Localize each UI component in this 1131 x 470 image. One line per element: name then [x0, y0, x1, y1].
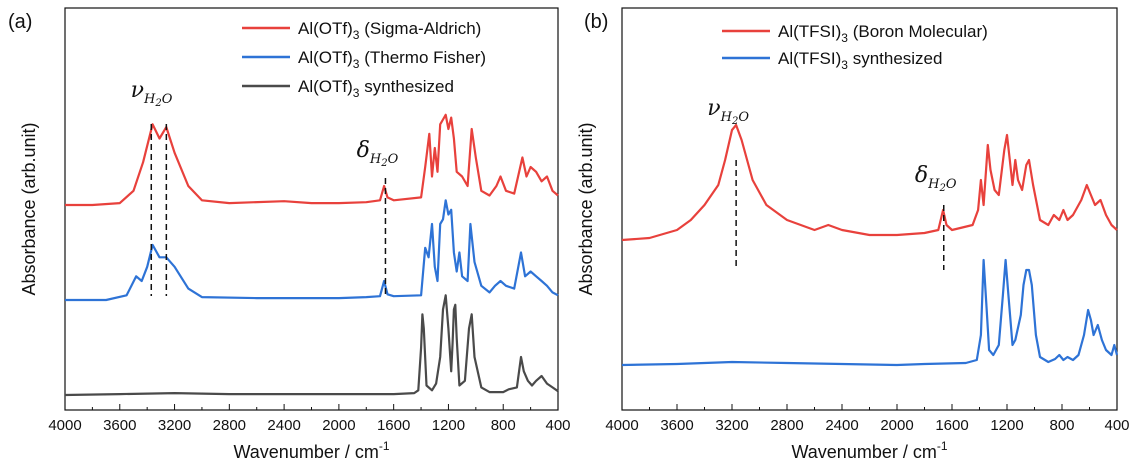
- peak-annotation: δH2O: [357, 138, 399, 169]
- series-line-2: [65, 199, 559, 302]
- x-tick-label: 1600: [377, 417, 410, 434]
- x-tick-label: 2000: [880, 417, 913, 434]
- peak-annotation: νH2O: [707, 96, 749, 127]
- x-axis-label: Wavenumber / cm-1: [233, 439, 389, 462]
- legend-entry: Al(OTf)3 (Sigma-Aldrich): [298, 19, 481, 42]
- x-tick-label: 3600: [103, 417, 136, 434]
- x-tick-label: 1600: [935, 417, 968, 434]
- x-tick-label: 2800: [213, 417, 246, 434]
- series-line-1: [621, 123, 1118, 242]
- legend-entry: Al(TFSI)3 (Boron Molecular): [778, 22, 988, 45]
- x-tick-label: 2400: [825, 417, 858, 434]
- panel-label: (a): [8, 11, 32, 33]
- x-tick-label: 4000: [48, 417, 81, 434]
- series-line-3: [64, 294, 559, 397]
- x-tick-label: 3200: [158, 417, 191, 434]
- x-tick-label: 400: [1104, 417, 1129, 434]
- series-line-1: [65, 113, 559, 207]
- series-line-2: [621, 258, 1119, 367]
- peak-annotation: νH2O: [131, 78, 173, 109]
- plot-frame: [64, 7, 559, 411]
- x-tick-label: 2400: [267, 417, 300, 434]
- panel-b: 4000 3600 3200 2800 2400 2000 1600 1200 800 400 Wa…: [576, 7, 1130, 462]
- x-tick-label: 4000: [605, 417, 638, 434]
- x-tick-label: 2000: [322, 417, 355, 434]
- x-tick-label: 800: [1049, 417, 1074, 434]
- legend-entry: Al(TFSI)3 synthesized: [778, 49, 942, 72]
- x-tick-label: 3600: [660, 417, 693, 434]
- peak-annotation: δH2O: [915, 163, 957, 194]
- y-axis-label: Absorbance (arb.unit): [576, 122, 596, 295]
- plot-frame: [621, 7, 1118, 411]
- x-tick-label: 3200: [715, 417, 748, 434]
- legend-entry: Al(OTf)3 (Thermo Fisher): [298, 48, 486, 71]
- x-tick-label: 1200: [990, 417, 1023, 434]
- panel-a: 4000 3600 3200 2800 2400 2000 1600 1200 800 400 Wa…: [8, 7, 571, 462]
- x-tick-label: 1200: [432, 417, 465, 434]
- x-tick-label: 2800: [770, 417, 803, 434]
- x-tick-label: 400: [545, 417, 570, 434]
- legend-entry: Al(OTf)3 synthesized: [298, 77, 454, 100]
- panel-label: (b): [584, 11, 608, 33]
- x-axis-label: Wavenumber / cm-1: [791, 439, 947, 462]
- y-axis-label: Absorbance (arb.unit): [19, 122, 39, 295]
- x-tick-label: 800: [491, 417, 516, 434]
